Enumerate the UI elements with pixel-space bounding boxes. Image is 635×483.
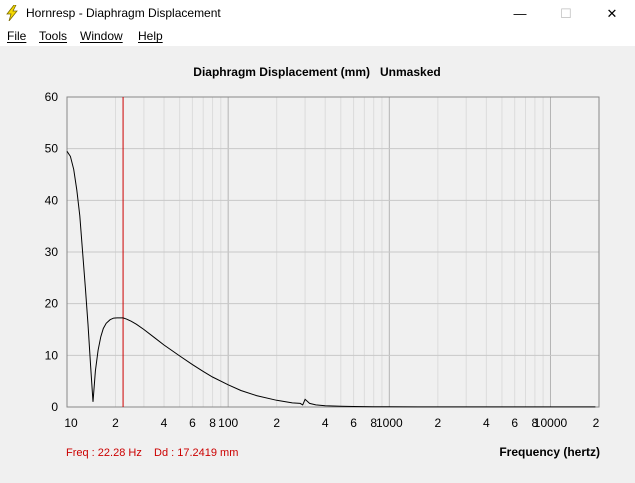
lightning-bolt-icon bbox=[6, 5, 18, 21]
y-tick-label: 50 bbox=[45, 142, 59, 156]
displacement-chart[interactable]: Diaphragm Displacement (mm) Unmasked 0 10… bbox=[0, 46, 635, 478]
y-tick-label: 0 bbox=[51, 400, 58, 414]
y-tick-label: 30 bbox=[45, 245, 59, 259]
displacement-curve bbox=[66, 151, 596, 408]
menu-tools[interactable]: Tools bbox=[39, 29, 68, 43]
chart-title: Diaphragm Displacement (mm) Unmasked bbox=[193, 65, 440, 79]
x-tick-label: 8 bbox=[209, 416, 216, 430]
x-tick-label: 10 bbox=[64, 416, 78, 430]
menu-bar: File Tools Window Help bbox=[0, 27, 635, 46]
menu-help[interactable]: Help bbox=[138, 29, 163, 43]
plot-area: Diaphragm Displacement (mm) Unmasked 0 10… bbox=[0, 46, 635, 478]
x-tick-label: 4 bbox=[483, 416, 490, 430]
dd-readout: Dd : 17.2419 mm bbox=[154, 447, 238, 459]
x-tick-label: 4 bbox=[322, 416, 329, 430]
minimize-button[interactable]: — bbox=[497, 0, 543, 27]
grid bbox=[67, 97, 599, 407]
minimize-icon: — bbox=[513, 6, 527, 21]
x-tick-label: 2 bbox=[593, 416, 600, 430]
x-tick-label: 6 bbox=[511, 416, 518, 430]
menu-window[interactable]: Window bbox=[80, 29, 123, 43]
x-tick-label: 2 bbox=[273, 416, 280, 430]
x-tick-label: 6 bbox=[350, 416, 357, 430]
y-tick-label: 40 bbox=[45, 193, 59, 207]
freq-readout: Freq : 22.28 Hz bbox=[66, 447, 142, 459]
x-tick-label: 2 bbox=[112, 416, 119, 430]
title-bar: Hornresp - Diaphragm Displacement — ☐ ✕ bbox=[0, 0, 635, 27]
x-tick-label: 6 bbox=[189, 416, 196, 430]
close-button[interactable]: ✕ bbox=[589, 0, 635, 27]
x-axis-label: Frequency (hertz) bbox=[499, 445, 600, 459]
maximize-icon: ☐ bbox=[560, 5, 572, 21]
y-tick-label: 10 bbox=[45, 348, 59, 362]
y-tick-labels: 0 10 20 30 40 50 60 bbox=[45, 90, 59, 414]
x-tick-label: 2 bbox=[434, 416, 441, 430]
x-tick-label: 8 bbox=[370, 416, 377, 430]
x-tick-label: 1000 bbox=[376, 416, 403, 430]
y-tick-label: 60 bbox=[45, 90, 59, 104]
plot-frame bbox=[66, 96, 600, 408]
x-tick-label: 100 bbox=[218, 416, 238, 430]
window-title: Hornresp - Diaphragm Displacement bbox=[26, 6, 221, 20]
close-icon: ✕ bbox=[606, 5, 618, 21]
y-tick-label: 20 bbox=[45, 297, 59, 311]
x-tick-label: 10000 bbox=[534, 416, 568, 430]
x-tick-label: 4 bbox=[161, 416, 168, 430]
menu-file[interactable]: File bbox=[7, 29, 27, 43]
x-tick-label: 8 bbox=[532, 416, 539, 430]
maximize-button[interactable]: ☐ bbox=[543, 0, 589, 27]
